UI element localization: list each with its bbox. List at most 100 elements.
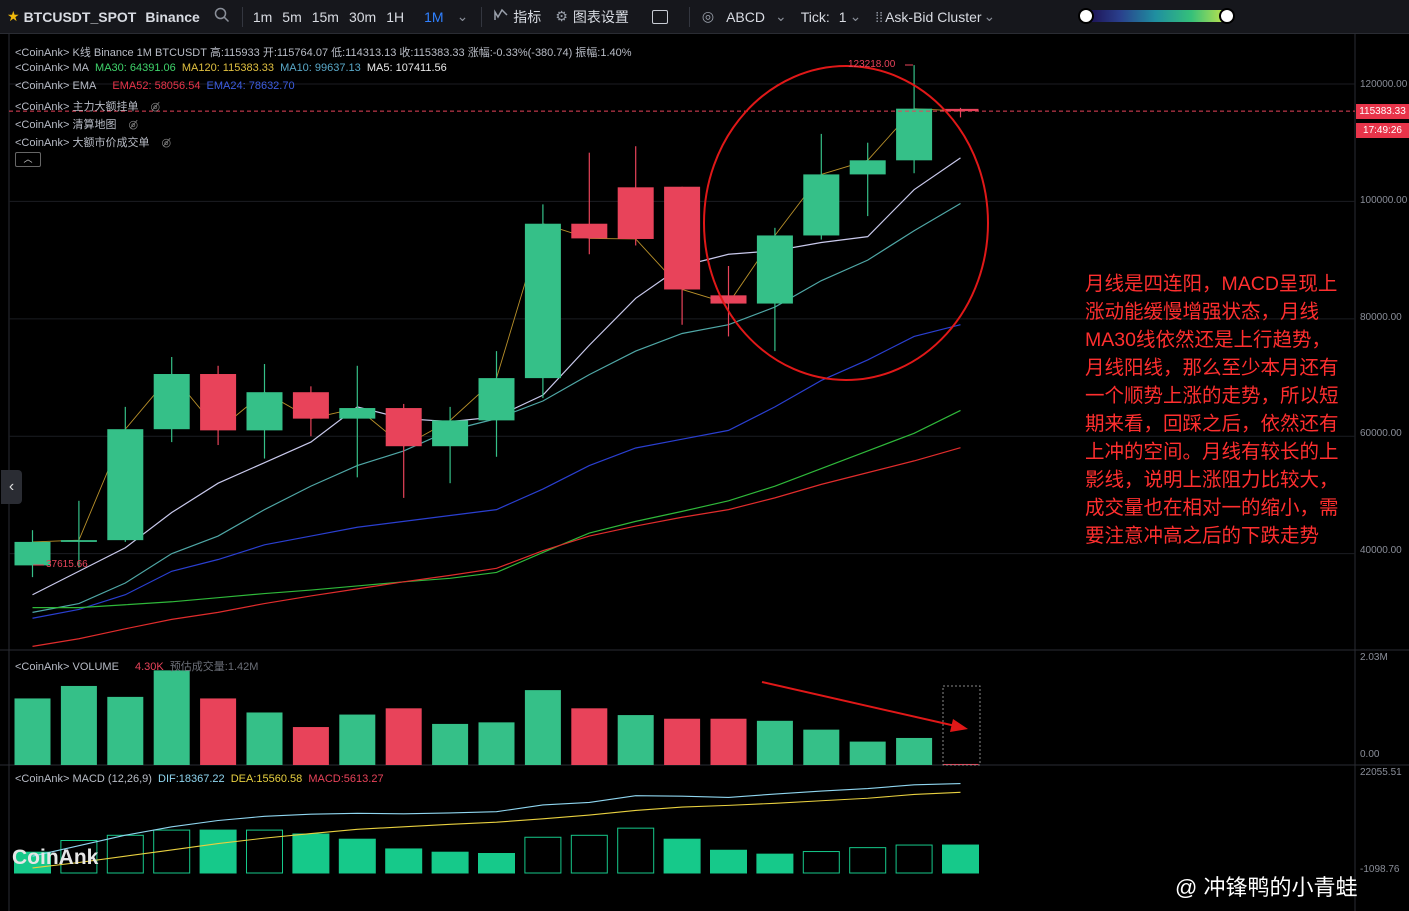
volume-bar [200, 698, 237, 765]
candle-body [710, 295, 747, 304]
pending-volume-box [942, 685, 981, 766]
macd-bar [710, 849, 747, 874]
current-price-tag: 115383.33 [1356, 104, 1409, 119]
chart-indicator-icon [494, 8, 508, 25]
star-icon[interactable]: ★ [7, 8, 20, 24]
high-price-marker: 123218.00 [848, 59, 896, 70]
timeframe-15m[interactable]: 15m [311, 8, 339, 25]
candle-body [478, 378, 515, 421]
indicators-label: 指标 [513, 8, 542, 25]
macd-legend: <CoinAnk> MACD (12,26,9) DIF:18367.22 DE… [15, 773, 387, 785]
timeframe-1m[interactable]: 1m [252, 8, 273, 25]
kline-legend: <CoinAnk> K线 Binance 1M BTCUSDT 高:115933… [15, 47, 632, 59]
macd-axis-label: -1098.76 [1360, 864, 1400, 875]
candle-body [617, 187, 654, 239]
volume-bar [849, 741, 886, 765]
volume-bar [617, 715, 654, 765]
price-axis-label: 40000.00 [1360, 545, 1402, 556]
author-credit: @ 冲锋鸭的小青蛙 [1175, 875, 1358, 900]
candle-body [803, 174, 840, 236]
macd-bar [385, 848, 423, 874]
macd-bar [246, 829, 283, 874]
macd-series [14, 782, 979, 874]
tick-label: Tick: [800, 8, 830, 25]
main-order-label: <CoinAnk> 主力大额挂单 [15, 101, 139, 113]
chart-settings-label: 图表设置 [572, 8, 629, 25]
ema52-value: EMA52: 58056.54 [112, 80, 201, 92]
dif-value: DIF:18367.22 [158, 773, 225, 785]
heatmap-range-slider[interactable] [1084, 10, 1227, 22]
candlestick-series [14, 65, 979, 578]
volume-bar [60, 685, 97, 765]
search-icon[interactable] [214, 7, 230, 26]
ema24-value: EMA24: 78632.70 [206, 80, 295, 92]
volume-bar [385, 708, 422, 765]
macd-bar [524, 836, 562, 874]
ma60-line [32, 409, 961, 609]
price-axis-label: 80000.00 [1360, 312, 1402, 323]
symbol-label: BTCUSDT_SPOT [23, 8, 137, 25]
low-price-marker: 37615.66 [46, 559, 88, 570]
eye-slash-icon[interactable]: ◎̸ [161, 137, 172, 149]
eye-slash-icon[interactable]: ◎̸ [128, 119, 139, 131]
macd-bar [942, 844, 979, 874]
candle-body [339, 408, 376, 419]
exchange-label: Binance [145, 8, 200, 25]
volume-legend: <CoinAnk> VOLUME 4.30K 预估成交量:1.42M [15, 658, 261, 674]
macd-bar [617, 827, 655, 874]
indicators-button[interactable]: 指标 [487, 0, 548, 33]
abcd-pattern-button[interactable]: ◎ ABCD ⌄ [695, 0, 794, 33]
fullscreen-button[interactable] [636, 0, 684, 33]
timeframe-1M[interactable]: 1M [424, 8, 444, 25]
volume-bar [14, 698, 51, 765]
volume-bar [478, 722, 515, 765]
timeframe-5m[interactable]: 5m [282, 8, 302, 25]
macd-value: MACD:5613.27 [308, 773, 384, 785]
cluster-icon: ⁞⁞ [875, 8, 884, 25]
candle-body [524, 223, 561, 379]
top-toolbar: ★ BTCUSDT_SPOT Binance 1m 5m 15m 30m 1H … [0, 0, 1409, 34]
volume-bar [153, 670, 190, 765]
timeframe-1h[interactable]: 1H [386, 8, 405, 25]
volume-value: 4.30K [135, 661, 164, 673]
chart-settings-button[interactable]: ⚙ 图表设置 [548, 0, 636, 33]
volume-prefix: <CoinAnk> VOLUME [15, 661, 119, 673]
highlight-circle [703, 65, 989, 381]
candle-body [292, 392, 329, 419]
symbol-selector[interactable]: ★ BTCUSDT_SPOT Binance [0, 0, 237, 33]
volume-bar [292, 727, 329, 765]
slider-handle-right[interactable] [1219, 8, 1235, 24]
macd-bar [292, 833, 330, 874]
candle-body [385, 408, 422, 447]
chevron-down-icon[interactable]: ⌄ [456, 8, 469, 24]
timeframe-30m[interactable]: 30m [348, 8, 377, 25]
ma10-value: MA10: 99637.13 [280, 62, 361, 74]
macd-bar [802, 851, 840, 874]
countdown-tag: 17:49:26 [1356, 123, 1409, 138]
volume-series [14, 670, 979, 765]
candle-body [942, 108, 979, 112]
slider-handle-left[interactable] [1078, 8, 1094, 24]
macd-bar [338, 838, 376, 874]
eye-slash-icon[interactable]: ◎̸ [150, 101, 161, 113]
large-trades-legend: <CoinAnk> 大额市价成交单 ◎̸ [15, 134, 174, 150]
tick-selector[interactable]: Tick: 1 ⌄ [794, 0, 869, 33]
arrow-head [950, 719, 968, 732]
volume-bar [571, 708, 608, 765]
volume-bar [524, 690, 561, 765]
eye-icon: ◎ [701, 8, 715, 24]
collapse-legend-button[interactable]: ︿ [15, 152, 41, 167]
square-icon [651, 9, 668, 24]
main-order-legend: <CoinAnk> 主力大额挂单 ◎̸ [15, 98, 163, 114]
collapse-sidebar-button[interactable]: ‹ [1, 470, 22, 504]
coinank-watermark: CoinAnk [12, 846, 99, 869]
candle-body [756, 235, 793, 304]
ma-legend: <CoinAnk> MA MA30: 64391.06 MA120: 11538… [15, 62, 450, 74]
volume-estimate: 预估成交量:1.42M [169, 661, 259, 673]
candle-body [849, 160, 886, 175]
abcd-label: ABCD [726, 8, 765, 25]
ma5-value: MA5: 107411.56 [366, 62, 447, 74]
analysis-annotation: 月线是四连阳，MACD呈现上涨动能缓慢增强状态，月线MA30线依然还是上行趋势，… [1085, 273, 1339, 547]
cluster-selector[interactable]: ⁞⁞ Ask-Bid Cluster ⌄ [868, 0, 1002, 33]
